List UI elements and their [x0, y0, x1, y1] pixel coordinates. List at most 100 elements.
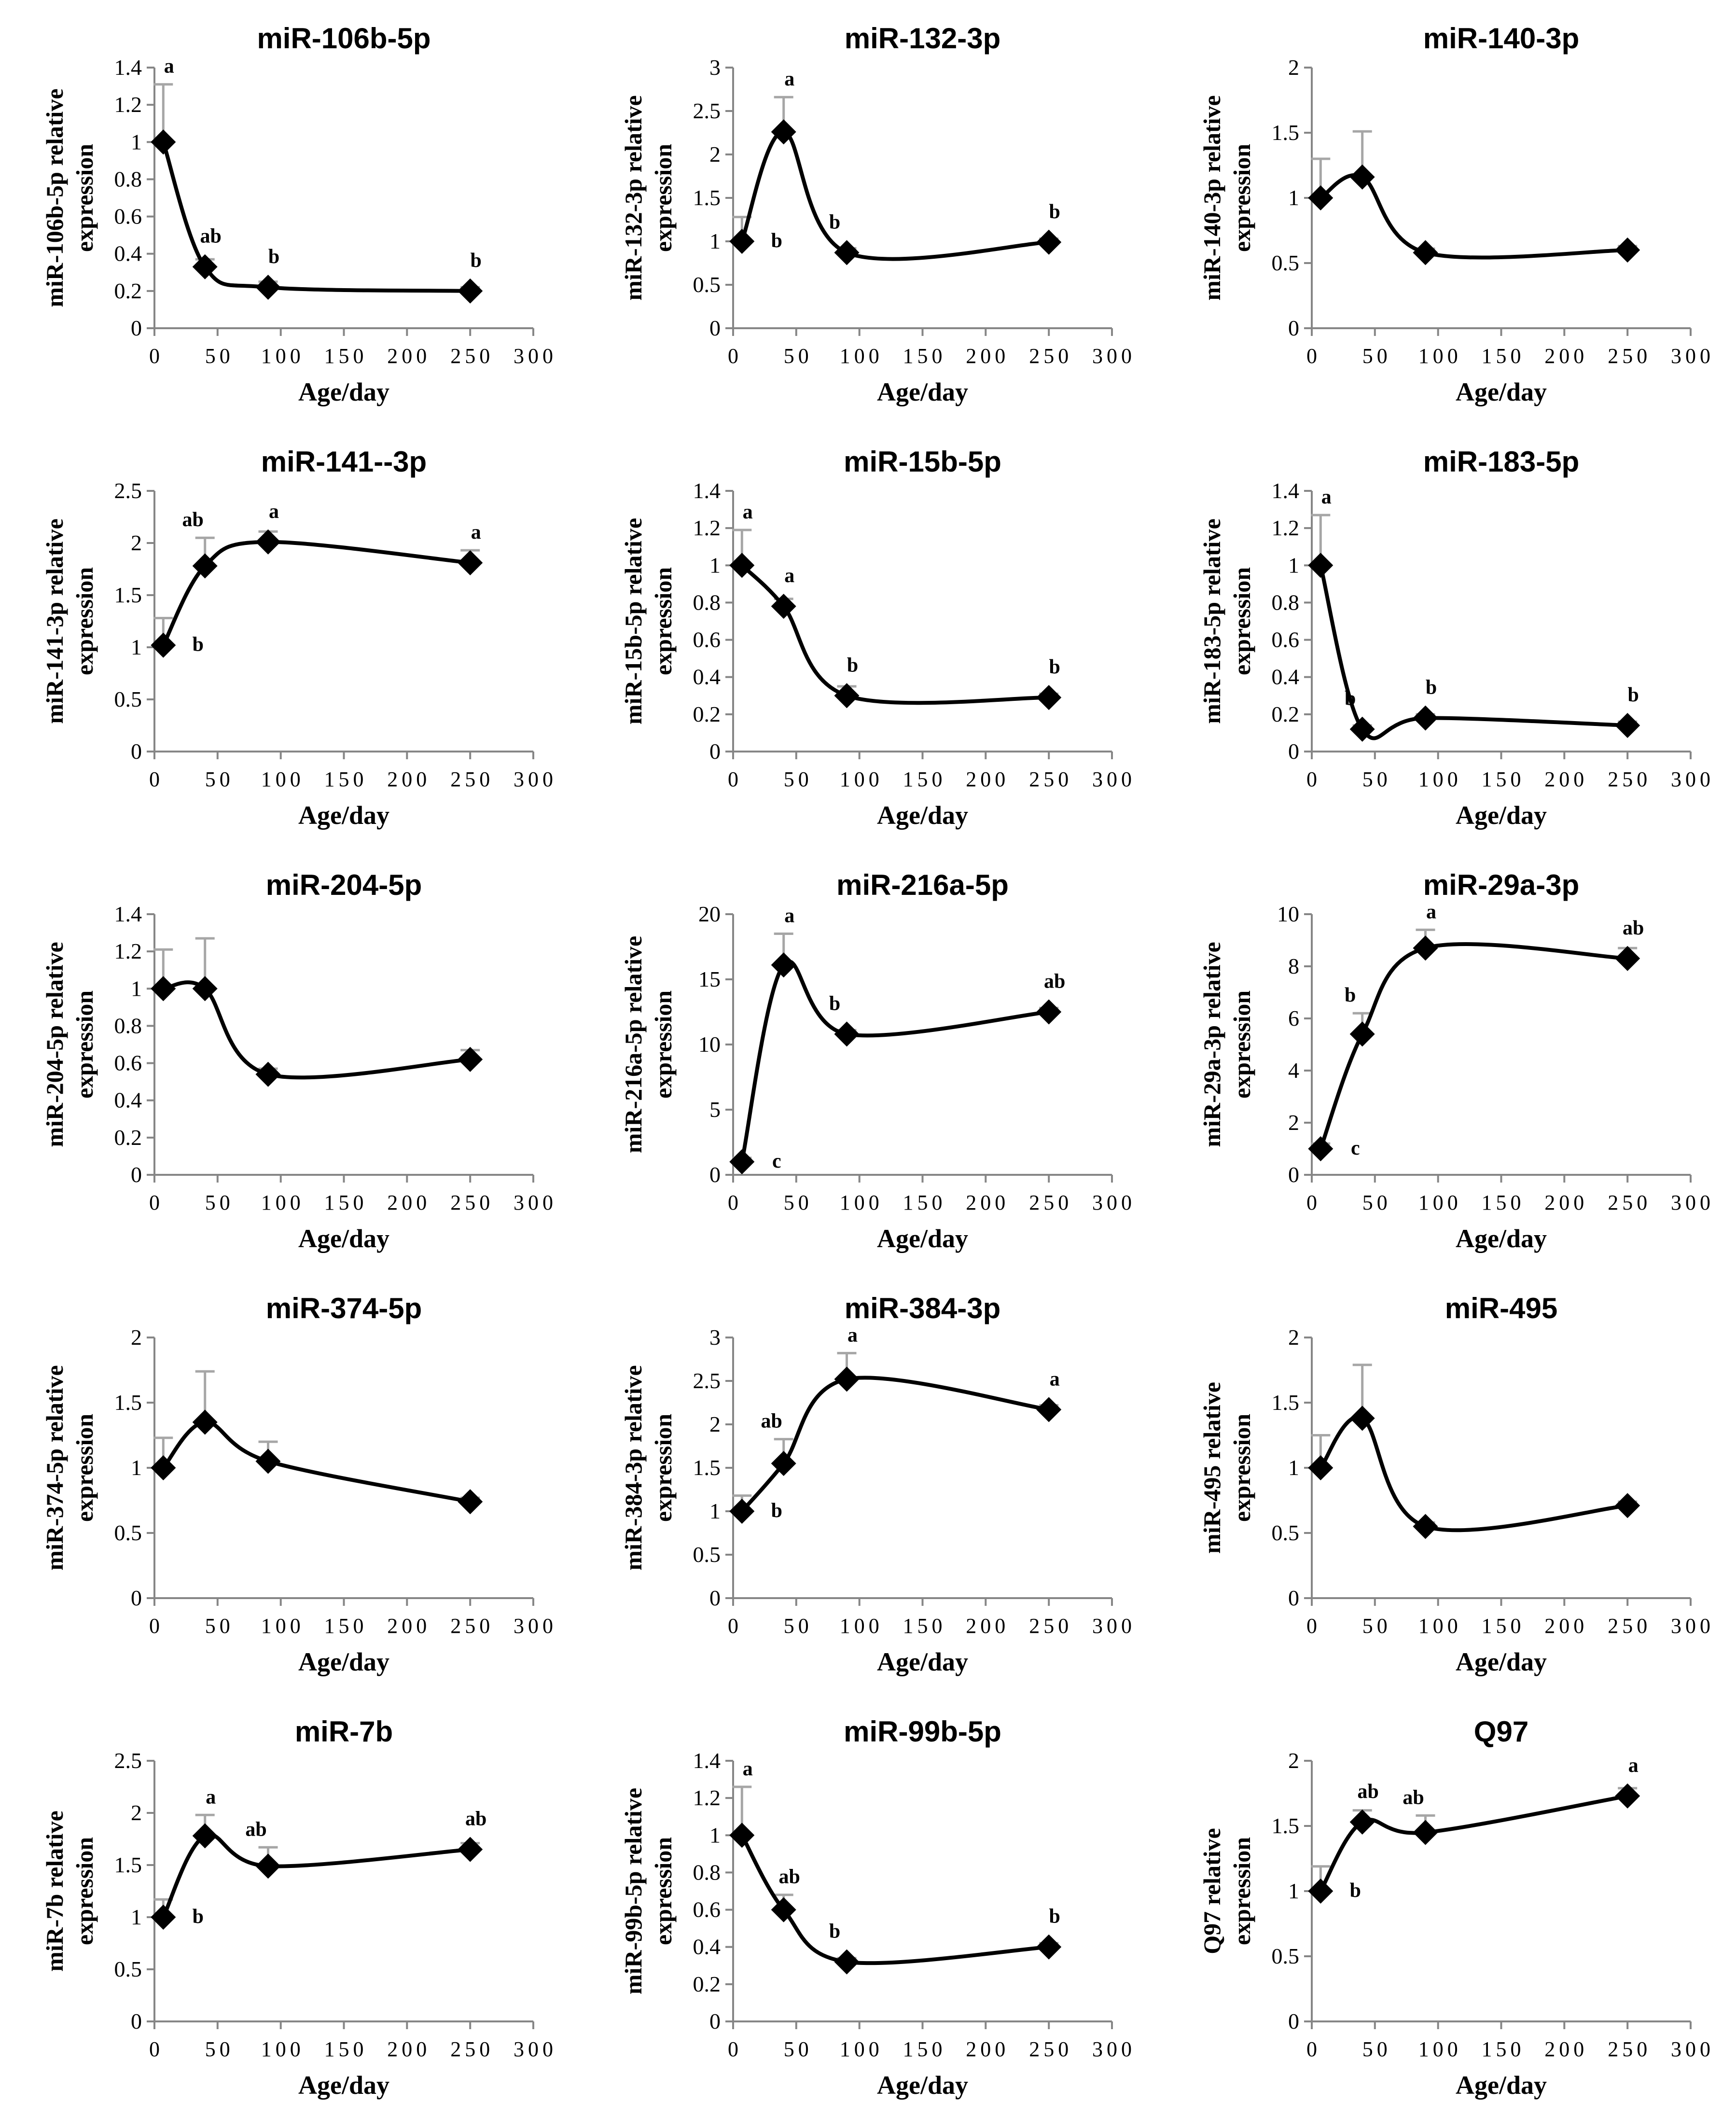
x-tick-label: 300	[514, 2037, 557, 2061]
y-axis-label: expression	[71, 1837, 98, 1945]
x-tick-label: 300	[1671, 344, 1714, 368]
series-line	[163, 980, 471, 1080]
data-point-marker	[771, 952, 796, 978]
y-axis-label: expression	[1228, 567, 1255, 675]
y-tick-label: 0	[131, 1586, 142, 1610]
y-tick-label: 0.2	[693, 702, 721, 726]
data-point-marker	[1308, 185, 1333, 210]
chart-panel: miR-29a-3p miR-29a-3p relative expression 0…	[1157, 847, 1736, 1270]
chart-title: miR-141--3p	[261, 446, 427, 478]
x-tick-label: 100	[840, 344, 883, 368]
chart-title: miR-384-3p	[845, 1292, 1000, 1324]
data-point-marker	[1036, 1397, 1062, 1422]
significance-letter: b	[1049, 201, 1060, 223]
y-tick-label: 2.5	[693, 1368, 721, 1393]
x-tick-label: 50	[205, 1614, 234, 1638]
x-tick-label: 0	[728, 1614, 742, 1638]
y-axis-label: expression	[1228, 990, 1255, 1099]
y-tick-label: 10	[698, 1032, 721, 1057]
x-tick-label: 100	[840, 1191, 883, 1214]
x-tick-label: 50	[205, 2037, 234, 2061]
data-point-marker	[192, 976, 218, 1002]
y-tick-label: 0	[1288, 739, 1299, 764]
chart-title: miR-99b-5p	[844, 1715, 1001, 1748]
series-line	[1319, 1794, 1628, 1893]
significance-letter: b	[268, 246, 279, 268]
y-tick-label: 1.5	[1272, 120, 1300, 145]
significance-letter: a	[784, 565, 794, 587]
x-tick-label: 0	[1306, 2037, 1321, 2061]
data-point-marker	[1413, 935, 1438, 961]
y-tick-label: 1	[1288, 553, 1299, 577]
x-tick-label: 0	[728, 344, 742, 368]
x-tick-label: 250	[1608, 344, 1651, 368]
chart-panel: miR-15b-5p miR-15b-5p relative expression 0…	[579, 423, 1157, 847]
significance-letter: ab	[182, 509, 204, 531]
y-tick-label: 0.5	[693, 272, 721, 297]
y-tick-label: 2	[131, 1800, 142, 1825]
data-point-marker	[834, 683, 860, 709]
y-tick-label: 1.2	[693, 1785, 721, 1810]
significance-letter: ab	[245, 1818, 266, 1840]
y-tick-label: 1.2	[114, 92, 142, 117]
significance-letter: ab	[761, 1410, 782, 1433]
y-tick-label: 1.2	[114, 939, 142, 963]
x-tick-label: 200	[387, 1191, 431, 1214]
series-line	[740, 564, 1049, 705]
significance-letter: a	[784, 905, 794, 927]
y-axis-label: expression	[650, 567, 677, 675]
chart-title: miR-132-3p	[845, 22, 1000, 55]
chart-title: miR-495	[1445, 1292, 1557, 1324]
x-tick-label: 250	[450, 2037, 494, 2061]
data-point-marker	[771, 1451, 796, 1476]
y-tick-label: 10	[1277, 902, 1299, 926]
x-tick-label: 150	[903, 344, 946, 368]
x-tick-label: 200	[1544, 2037, 1588, 2061]
chart-title: miR-204-5p	[266, 869, 422, 901]
y-tick-label: 1.5	[114, 583, 142, 607]
significance-letter: b	[829, 1921, 840, 1943]
data-point-marker	[1036, 999, 1062, 1025]
data-point-marker	[192, 1409, 218, 1435]
x-tick-label: 50	[784, 1614, 813, 1638]
x-tick-label: 250	[1608, 767, 1651, 791]
significance-letter: b	[829, 211, 840, 233]
x-tick-label: 150	[903, 767, 946, 791]
y-tick-label: 2	[1288, 1748, 1299, 1773]
x-tick-label: 200	[966, 344, 1009, 368]
x-axis-label: Age/day	[877, 801, 968, 830]
y-axis-label: miR-374-5p relative	[41, 1365, 68, 1570]
y-axis-label: miR-204-5p relative	[41, 942, 68, 1147]
chart-title: miR-140-3p	[1423, 22, 1579, 55]
x-tick-label: 0	[1306, 344, 1321, 368]
chart-panel: miR-7b miR-7b relative expression 0 0.5 1 1.5 2…	[0, 1693, 579, 2117]
x-tick-label: 250	[1029, 1191, 1072, 1214]
y-tick-label: 0.4	[693, 665, 721, 689]
y-tick-label: 1.5	[693, 185, 721, 210]
chart-svg: miR-495 miR-495 relative expression 0 0.5 1 1.…	[1198, 1292, 1710, 1676]
x-axis-label: Age/day	[298, 377, 389, 406]
y-axis-label: expression	[1228, 1414, 1255, 1522]
x-tick-label: 100	[1418, 767, 1462, 791]
y-tick-label: 0.8	[1272, 590, 1300, 614]
y-axis-label: miR-140-3p relative	[1198, 95, 1225, 300]
data-point-marker	[458, 1489, 483, 1515]
x-tick-label: 50	[1362, 1191, 1391, 1214]
x-axis-label: Age/day	[1456, 1647, 1547, 1676]
x-tick-label: 250	[1608, 2037, 1651, 2061]
series-line	[1319, 173, 1628, 260]
y-tick-label: 0	[1288, 1586, 1299, 1610]
data-point-marker	[771, 1897, 796, 1922]
x-tick-label: 150	[903, 1614, 946, 1638]
significance-letter: ab	[1358, 1781, 1379, 1803]
significance-letter: ab	[1403, 1786, 1424, 1809]
y-axis-label: expression	[71, 1414, 98, 1522]
data-point-marker	[1615, 946, 1640, 971]
x-tick-label: 150	[903, 2037, 946, 2061]
chart-title: miR-29a-3p	[1423, 869, 1579, 901]
x-tick-label: 0	[149, 2037, 164, 2061]
data-point-marker	[729, 229, 755, 254]
chart-svg: miR-216a-5p miR-216a-5p relative expressio…	[620, 869, 1132, 1253]
data-point-marker	[255, 1061, 281, 1087]
x-tick-label: 200	[387, 1614, 431, 1638]
